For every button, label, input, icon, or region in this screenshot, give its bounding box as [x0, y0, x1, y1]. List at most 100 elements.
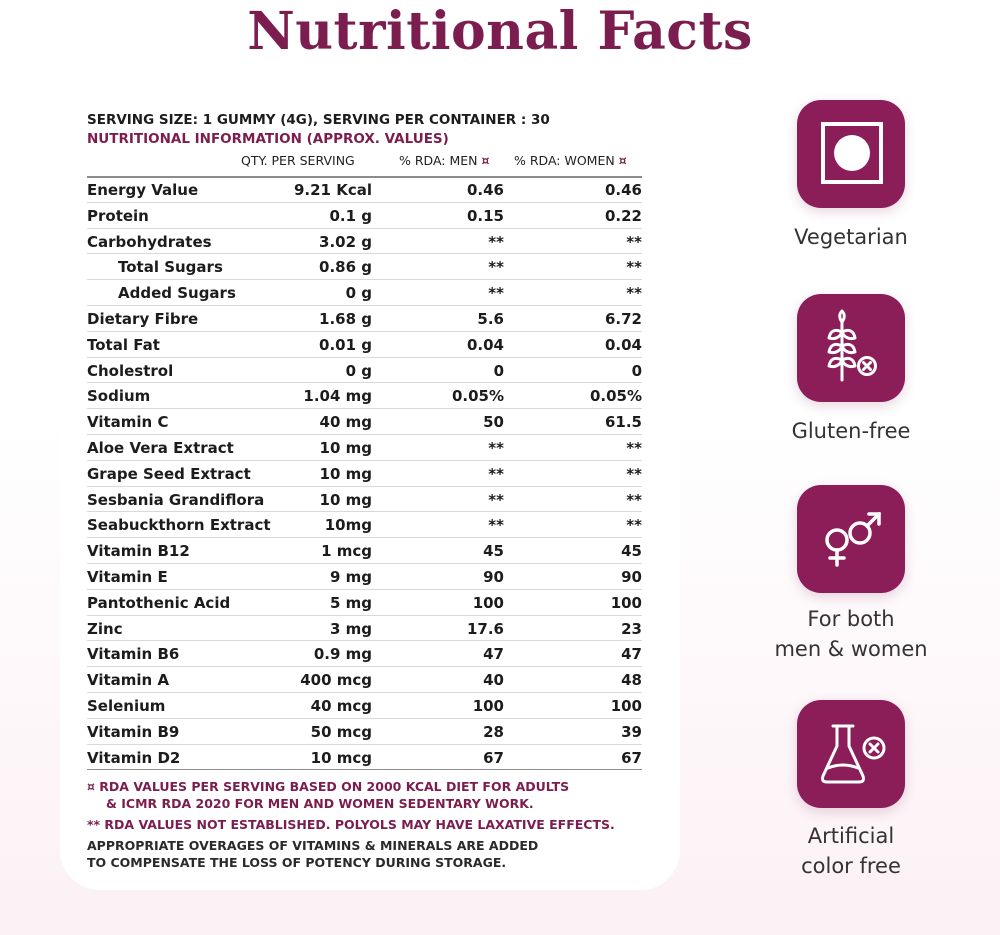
row-rda-women: 39	[621, 722, 642, 741]
row-rda-women: 0.46	[604, 181, 642, 199]
footnote-overages-line1: APPROPRIATE OVERAGES OF VITAMINS & MINER…	[87, 838, 539, 853]
row-qty-per-serving: 0.86 g	[319, 258, 372, 277]
vegetarian-badge	[797, 100, 905, 208]
row-rda-men: **	[488, 284, 504, 303]
row-nutrient-name: Total Fat	[87, 335, 160, 354]
row-rda-men: 100	[472, 697, 504, 715]
row-rda-men: 0.15	[466, 206, 504, 225]
row-nutrient-name: Energy Value	[87, 181, 199, 199]
row-qty-per-serving: 10 mg	[319, 490, 372, 509]
row-nutrient-name: Dietary Fibre	[87, 310, 199, 328]
row-rda-men: 0.04	[466, 335, 504, 354]
serving-size-text: SERVING SIZE: 1 GUMMY (4G), SERVING PER …	[87, 112, 550, 128]
row-qty-per-serving: 3 mg	[329, 619, 372, 638]
table-row: Vitamin D2 10 mcg 67 67	[87, 745, 642, 771]
row-rda-women: 45	[621, 542, 642, 561]
rda-mark-icon: ¤	[618, 153, 627, 168]
table-row: Zinc 3 mg 17.6 23	[87, 616, 642, 642]
table-row: Seabuckthorn Extract 10mg ** **	[87, 512, 642, 539]
row-qty-per-serving: 9 mg	[329, 568, 372, 586]
color-free-label-line2: color free	[801, 854, 901, 878]
row-qty-per-serving: 10 mg	[319, 464, 372, 483]
row-qty-per-serving: 40 mg	[319, 413, 372, 432]
table-row: Cholestrol 0 g 0 0	[87, 358, 642, 384]
row-rda-women: 0	[631, 361, 642, 380]
row-rda-men: **	[488, 232, 504, 251]
row-qty-per-serving: 0.9 mg	[313, 645, 372, 664]
col-header-qty: QTY. PER SERVING	[241, 153, 355, 168]
row-nutrient-name: Selenium	[87, 697, 166, 715]
row-rda-men: 40	[483, 671, 504, 690]
row-rda-women: 61.5	[604, 413, 642, 432]
men-women-badge	[797, 485, 905, 593]
row-rda-men: 45	[483, 542, 504, 561]
nutritional-info-title: NUTRITIONAL INFORMATION (APPROX. VALUES)	[87, 131, 449, 147]
row-rda-women: 48	[621, 671, 642, 690]
row-nutrient-name: Protein	[87, 206, 149, 225]
col-header-men-label: % RDA: MEN	[399, 153, 478, 168]
nutrition-card	[60, 92, 680, 890]
footnote-not-established: ** RDA VALUES NOT ESTABLISHED. POLYOLS M…	[87, 817, 615, 832]
row-rda-men: 0.05%	[451, 387, 504, 406]
table-row: Total Fat 0.01 g 0.04 0.04	[87, 332, 642, 358]
row-qty-per-serving: 50 mcg	[310, 722, 372, 741]
row-rda-men: **	[488, 439, 504, 457]
row-rda-women: **	[626, 490, 642, 509]
row-rda-men: 50	[483, 413, 504, 432]
row-nutrient-name: Vitamin A	[87, 671, 170, 690]
row-nutrient-name: Added Sugars	[118, 284, 236, 303]
row-nutrient-name: Cholestrol	[87, 361, 174, 380]
row-rda-men: 28	[483, 722, 504, 741]
table-row: Vitamin B6 0.9 mg 47 47	[87, 641, 642, 668]
row-rda-women: 0.04	[604, 335, 642, 354]
row-nutrient-name: Vitamin B9	[87, 722, 180, 741]
table-row: Selenium 40 mcg 100 100	[87, 693, 642, 719]
table-row: Vitamin B12 1 mcg 45 45	[87, 538, 642, 564]
men-women-label-line2: men & women	[774, 637, 928, 661]
row-nutrient-name: Vitamin B6	[87, 645, 180, 664]
row-rda-men: 90	[483, 568, 504, 586]
table-row: Sesbania Grandiflora 10 mg ** **	[87, 487, 642, 513]
row-qty-per-serving: 400 mcg	[300, 671, 372, 690]
table-row: Grape Seed Extract 10 mg ** **	[87, 461, 642, 487]
row-rda-men: 17.6	[466, 619, 504, 638]
table-row: Vitamin C 40 mg 50 61.5	[87, 409, 642, 435]
table-row: Vitamin A 400 mcg 40 48	[87, 667, 642, 693]
gender-symbols-icon	[825, 512, 881, 567]
row-qty-per-serving: 1.04 mg	[303, 387, 372, 406]
col-header-men: % RDA: MEN ¤	[399, 153, 489, 168]
row-rda-women: 0.22	[604, 206, 642, 225]
row-rda-men: 100	[472, 593, 504, 612]
row-rda-women: 6.72	[604, 310, 642, 328]
row-qty-per-serving: 0 g	[345, 361, 372, 380]
col-header-women: % RDA: WOMEN ¤	[514, 153, 627, 168]
row-nutrient-name: Sesbania Grandiflora	[87, 490, 265, 509]
table-row: Vitamin E 9 mg 90 90	[87, 564, 642, 590]
table-row: Energy Value 9.21 Kcal 0.46 0.46	[87, 177, 642, 203]
row-qty-per-serving: 0.01 g	[319, 335, 372, 354]
row-rda-men: 47	[483, 645, 504, 664]
rda-mark-icon: ¤	[481, 153, 490, 168]
row-qty-per-serving: 0.1 g	[329, 206, 372, 225]
footnote-overages-line2: TO COMPENSATE THE LOSS OF POTENCY DURING…	[87, 855, 507, 870]
table-row: Aloe Vera Extract 10 mg ** **	[87, 435, 642, 461]
color-free-badge	[797, 700, 905, 808]
footnote-rda-line1: ¤ RDA VALUES PER SERVING BASED ON 2000 K…	[87, 779, 570, 794]
row-nutrient-name: Pantothenic Acid	[87, 593, 231, 612]
row-nutrient-name: Total Sugars	[118, 258, 223, 277]
row-rda-women: 47	[621, 645, 642, 664]
row-nutrient-name: Vitamin E	[87, 568, 168, 586]
men-women-label-line1: For both	[807, 607, 895, 631]
row-nutrient-name: Vitamin B12	[87, 542, 190, 561]
row-rda-women: 90	[621, 568, 642, 586]
row-qty-per-serving: 1 mcg	[321, 542, 372, 561]
row-rda-men: **	[488, 490, 504, 509]
row-rda-women: 0.05%	[589, 387, 642, 406]
row-nutrient-name: Seabuckthorn Extract	[87, 516, 271, 535]
row-rda-women: **	[626, 439, 642, 457]
row-rda-women: 67	[621, 748, 642, 767]
table-row: Total Sugars 0.86 g ** **	[87, 254, 642, 281]
table-row: Vitamin B9 50 mcg 28 39	[87, 719, 642, 745]
row-rda-men: **	[488, 258, 504, 277]
row-nutrient-name: Vitamin D2	[87, 748, 181, 767]
